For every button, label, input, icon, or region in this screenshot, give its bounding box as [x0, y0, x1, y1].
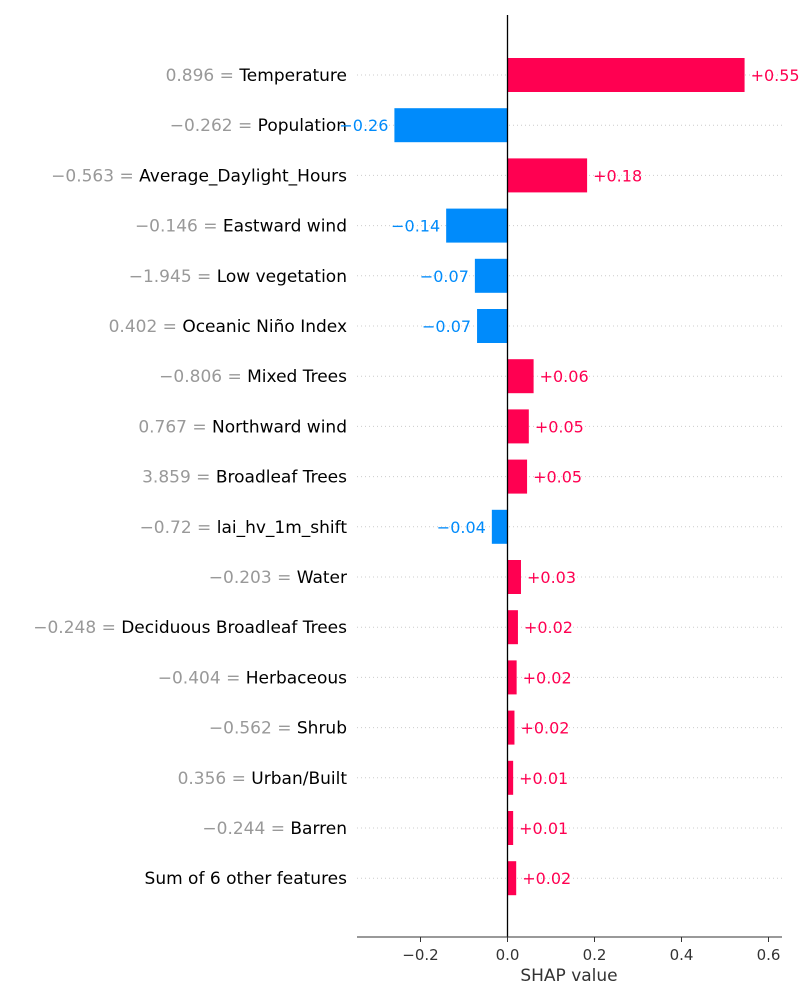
bars — [394, 58, 745, 896]
feature-label: −1.945 = Low vegetation — [129, 267, 347, 287]
feature-label: −0.203 = Water — [209, 568, 347, 588]
feature-value: −0.562 = — [209, 719, 297, 739]
feature-label: 3.859 = Broadleaf Trees — [142, 468, 347, 488]
feature-name: Eastward wind — [223, 217, 347, 237]
bar-value-label: −0.14 — [391, 217, 440, 236]
bar — [394, 108, 508, 143]
bar — [507, 710, 515, 745]
bar — [507, 811, 514, 845]
bar-value-label: +0.03 — [527, 568, 576, 587]
feature-name: Deciduous Broadleaf Trees — [121, 618, 347, 638]
bar — [507, 610, 518, 645]
bar — [507, 459, 528, 494]
x-axis: −0.2 0.0 0.2 0.4 0.6 — [357, 936, 782, 964]
bar-value-label: +0.02 — [524, 618, 573, 637]
bar-value-labels: +0.55 −0.26 +0.18 −0.14 −0.07 −0.07 +0.06 +0.05… — [339, 66, 799, 888]
bar-value-label: +0.18 — [593, 166, 642, 185]
bar-value-label: +0.06 — [540, 367, 589, 386]
feature-name: Sum of 6 other features — [145, 869, 348, 889]
bar-value-label: +0.05 — [533, 468, 582, 487]
feature-name: Northward wind — [212, 417, 347, 437]
feature-name: Herbaceous — [246, 668, 347, 688]
bar-value-label: −0.04 — [437, 518, 486, 537]
feature-label: −0.244 = Barren — [202, 819, 347, 839]
bar — [446, 208, 508, 243]
bar — [507, 760, 514, 795]
bar-value-label: −0.07 — [422, 317, 471, 336]
feature-label: −0.806 = Mixed Trees — [159, 367, 347, 387]
feature-value: 0.896 = — [166, 66, 240, 86]
x-tick-label: 0.0 — [496, 946, 520, 964]
feature-label: −0.248 = Deciduous Broadleaf Trees — [33, 618, 347, 638]
feature-name: Barren — [290, 819, 347, 839]
feature-value: −0.203 = — [209, 568, 297, 588]
x-tick-label: 0.6 — [757, 946, 781, 964]
bar — [507, 158, 588, 193]
x-tick-label: 0.4 — [670, 946, 694, 964]
feature-label: 0.767 = Northward wind — [138, 417, 347, 437]
bar-value-label: −0.26 — [339, 116, 388, 135]
bar — [491, 509, 508, 544]
bar-value-label: +0.55 — [751, 66, 800, 85]
x-tick-label: 0.2 — [583, 946, 607, 964]
x-tick-label: −0.2 — [402, 946, 438, 964]
feature-value: −0.146 = — [135, 217, 223, 237]
bar-value-label: +0.02 — [523, 668, 572, 687]
feature-label: 0.896 = Temperature — [166, 66, 347, 86]
feature-name: Average_Daylight_Hours — [139, 166, 347, 186]
feature-value: 0.356 = — [178, 769, 252, 789]
feature-name: Water — [297, 568, 347, 588]
feature-name: Temperature — [238, 66, 347, 86]
bar-value-label: +0.05 — [535, 417, 584, 436]
feature-value: −0.72 = — [140, 518, 217, 538]
feature-name: Oceanic Niño Index — [182, 317, 347, 337]
bar — [507, 861, 517, 896]
feature-value: −0.404 = — [158, 668, 246, 688]
feature-value: 0.767 = — [138, 417, 212, 437]
feature-name: Urban/Built — [251, 769, 347, 789]
bar-value-label: +0.01 — [519, 819, 568, 838]
bar — [477, 309, 508, 343]
bar — [507, 560, 521, 594]
feature-value: 3.859 = — [142, 468, 216, 488]
bar — [507, 409, 529, 444]
feature-label: −0.72 = lai_hv_1m_shift — [140, 518, 348, 538]
feature-label: −0.562 = Shrub — [209, 719, 347, 739]
bar-value-label: +0.02 — [520, 719, 569, 738]
feature-name: Low vegetation — [217, 267, 347, 287]
bar — [507, 359, 534, 394]
feature-label: 0.356 = Urban/Built — [178, 769, 348, 789]
bar-value-label: −0.07 — [420, 267, 469, 286]
feature-name: Population — [258, 116, 347, 136]
feature-value: −0.563 = — [51, 166, 139, 186]
feature-name: Mixed Trees — [247, 367, 347, 387]
feature-label: −0.404 = Herbaceous — [158, 668, 347, 688]
feature-label: −0.563 = Average_Daylight_Hours — [51, 166, 347, 186]
feature-label: −0.262 = Population — [170, 116, 347, 136]
feature-name: Broadleaf Trees — [216, 468, 347, 488]
feature-label: Sum of 6 other features — [145, 869, 348, 889]
feature-name: Shrub — [297, 719, 347, 739]
bar — [507, 58, 745, 92]
feature-value: −0.262 = — [170, 116, 258, 136]
feature-value: 0.402 = — [109, 317, 183, 337]
bar-value-label: +0.01 — [519, 769, 568, 788]
feature-label: 0.402 = Oceanic Niño Index — [109, 317, 347, 337]
feature-value: −0.248 = — [33, 618, 121, 638]
feature-value: −0.244 = — [202, 819, 290, 839]
feature-labels: 0.896 = Temperature−0.262 = Population−0… — [33, 66, 347, 889]
bar — [507, 660, 517, 695]
feature-value: −1.945 = — [129, 267, 217, 287]
bar — [474, 258, 508, 293]
feature-value: −0.806 = — [159, 367, 247, 387]
feature-label: −0.146 = Eastward wind — [135, 217, 347, 237]
x-axis-label: SHAP value — [520, 966, 617, 986]
bar-value-label: +0.02 — [522, 869, 571, 888]
feature-name: lai_hv_1m_shift — [217, 518, 348, 538]
